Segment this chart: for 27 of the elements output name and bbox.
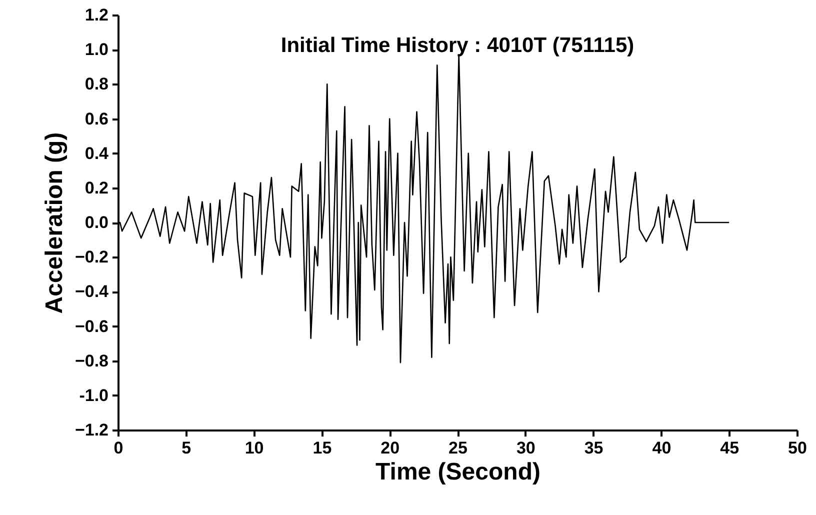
x-tick-label: 15 [312,438,332,458]
y-tick-label: 0.4 [84,144,110,163]
x-tick-label: 20 [380,438,400,458]
y-tick-label: −0.4 [74,282,110,302]
x-tick-label: 0 [114,438,124,458]
y-tick-label: −1.2 [74,420,108,440]
x-tick-label: 50 [788,438,807,458]
y-tick-label: -1.0 [79,386,108,405]
y-tick-label: 1.2 [84,6,108,24]
y-tick-label: 0.0 [84,213,108,232]
x-tick-label: 40 [652,438,672,458]
y-tick-label: 0.6 [84,109,108,128]
y-tick-label: 1.0 [84,40,108,60]
x-tick-label: 25 [448,438,468,458]
y-tick-label: 0.2 [84,178,108,198]
y-tick-label: 0.8 [84,74,108,94]
x-tick-label: 30 [516,438,536,458]
y-tick-label: −0.2 [74,248,108,267]
y-tick-label: −0.8 [74,351,108,370]
x-tick-label: 35 [584,438,604,458]
x-tick-label: 45 [720,438,740,458]
x-tick-label: 10 [244,438,264,458]
y-tick-label: −0.6 [74,316,108,336]
text: Initial Time History : 4010T (751115) [280,34,634,57]
x-tick-label: 5 [182,438,192,458]
y-axis-title: Acceleration (g) [40,132,68,314]
x-axis-title: Time (Second) [376,458,540,486]
